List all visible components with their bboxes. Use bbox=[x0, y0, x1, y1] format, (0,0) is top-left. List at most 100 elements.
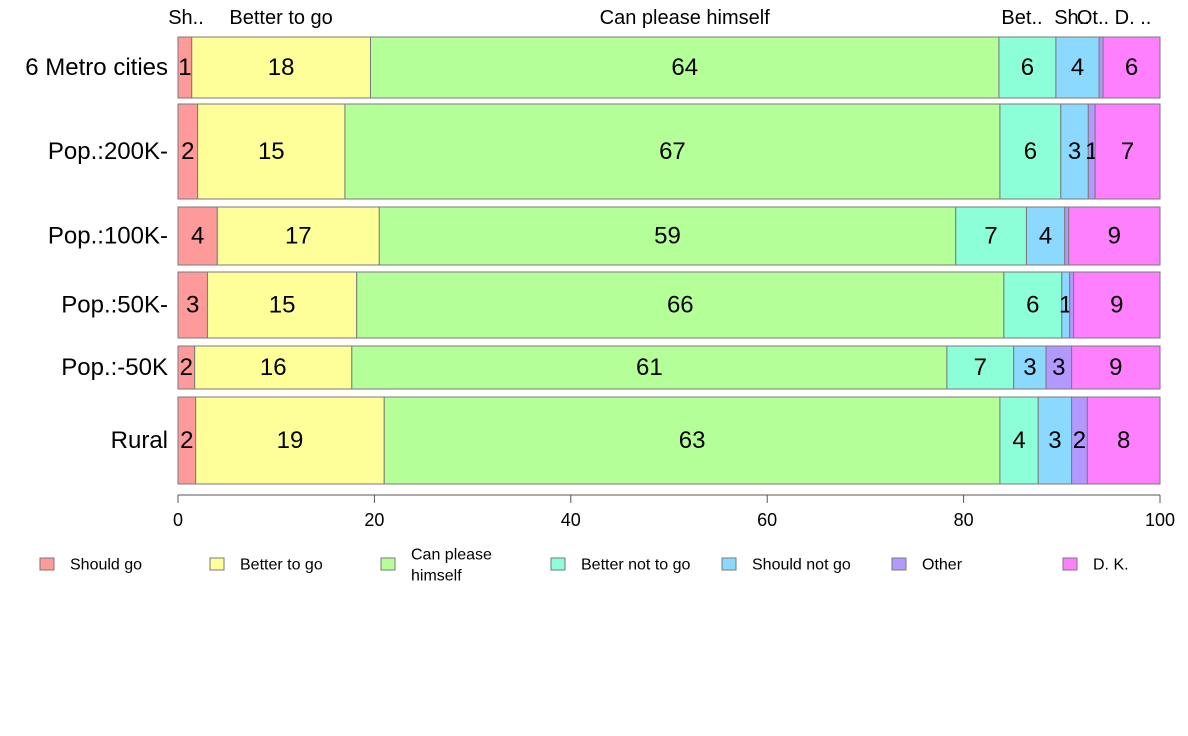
bar-segment bbox=[191, 36, 371, 99]
x-tick-label: 100 bbox=[1145, 510, 1175, 530]
bar-segment bbox=[383, 396, 1001, 485]
data-label: 8 bbox=[1117, 427, 1130, 454]
legend-swatch bbox=[721, 557, 737, 571]
bar-segment bbox=[1037, 396, 1073, 485]
data-label: 19 bbox=[277, 427, 304, 454]
bars: 1 18 64 6 4 62 15 67 6 3 1 74 17 59 7 4 93 15 66 6 1 92 16 61 7 3… bbox=[177, 36, 1161, 485]
legend-swatch bbox=[380, 557, 396, 571]
data-label: 4 bbox=[191, 223, 204, 250]
data-label: 59 bbox=[654, 223, 681, 250]
data-label: 4 bbox=[1071, 54, 1084, 81]
column-header-label: Bet.. bbox=[1001, 7, 1042, 29]
x-tick-label: 60 bbox=[757, 510, 777, 530]
column-header-labels: Sh.. Better to go Can please himself Bet.. S… bbox=[168, 7, 1151, 29]
legend-label: Better to go bbox=[240, 557, 323, 574]
row-label: 6 Metro cities bbox=[25, 54, 168, 81]
bar-segment bbox=[1086, 396, 1161, 485]
data-label: 16 bbox=[260, 354, 287, 381]
row-label: Pop.:100K- bbox=[48, 223, 168, 250]
bar-segment bbox=[1055, 36, 1100, 99]
row-label: Pop.:-50K bbox=[61, 354, 168, 381]
legend: Should go Better to go Can please himself Be… bbox=[39, 547, 1129, 585]
data-label: 6 bbox=[1021, 54, 1034, 81]
data-label: 6 bbox=[1125, 54, 1138, 81]
legend-label: Other bbox=[922, 557, 963, 574]
bar-segment bbox=[351, 345, 948, 390]
bar-segment bbox=[946, 345, 1015, 390]
bar-segment bbox=[1098, 36, 1104, 99]
data-label: 15 bbox=[269, 292, 296, 319]
data-label: 3 bbox=[1048, 427, 1061, 454]
bar-segment bbox=[955, 206, 1027, 266]
bar-segment bbox=[1064, 206, 1070, 266]
row-label: Rural bbox=[111, 427, 168, 454]
legend-swatch bbox=[1062, 557, 1078, 571]
data-label: 63 bbox=[679, 427, 706, 454]
data-label: 6 bbox=[1026, 292, 1039, 319]
bar-segment bbox=[197, 103, 346, 200]
bar-segment bbox=[1069, 271, 1075, 339]
data-label: 2 bbox=[180, 427, 193, 454]
column-header-label: Can please himself bbox=[600, 7, 771, 29]
bar-segment bbox=[999, 103, 1062, 200]
data-label: 7 bbox=[974, 354, 987, 381]
data-label: 3 bbox=[1023, 354, 1036, 381]
data-label: 9 bbox=[1108, 223, 1121, 250]
data-label: 66 bbox=[667, 292, 694, 319]
bar-segment bbox=[1003, 271, 1063, 339]
legend-swatch bbox=[891, 557, 907, 571]
data-label: 18 bbox=[268, 54, 295, 81]
legend-label: D. K. bbox=[1093, 557, 1129, 574]
row-labels: 6 Metro cities Pop.:200K- Pop.:100K- Pop.:5… bbox=[25, 54, 168, 454]
legend-swatch bbox=[209, 557, 225, 571]
column-header-label: D. .. bbox=[1115, 7, 1152, 29]
legend-label: Can please bbox=[411, 547, 492, 564]
legend-label: Should not go bbox=[752, 557, 851, 574]
bar-segment bbox=[216, 206, 380, 266]
bar-segment bbox=[1102, 36, 1161, 99]
data-label: 4 bbox=[1039, 223, 1052, 250]
data-label: 4 bbox=[1012, 427, 1025, 454]
data-label: 2 bbox=[180, 354, 193, 381]
bar-segment bbox=[177, 271, 208, 339]
data-label: 67 bbox=[659, 138, 686, 165]
x-axis: 0 20 40 60 80 100 bbox=[173, 494, 1175, 530]
x-tick-label: 0 bbox=[173, 510, 183, 530]
data-label: 3 bbox=[1068, 138, 1081, 165]
column-header-label: Sh.. bbox=[1054, 7, 1090, 29]
data-label: 9 bbox=[1110, 292, 1123, 319]
column-header-label: Better to go bbox=[229, 7, 332, 29]
bar-segment bbox=[1025, 206, 1066, 266]
legend-label: Better not to go bbox=[581, 557, 691, 574]
data-label: 2 bbox=[1073, 427, 1086, 454]
x-tick-label: 40 bbox=[561, 510, 581, 530]
legend-label: Should go bbox=[70, 557, 142, 574]
row-label: Pop.:50K- bbox=[61, 292, 168, 319]
data-label: 1 bbox=[178, 54, 191, 81]
data-label: 15 bbox=[258, 138, 285, 165]
data-label: 7 bbox=[984, 223, 997, 250]
row-label: Pop.:200K- bbox=[48, 138, 168, 165]
bar-segment bbox=[206, 271, 358, 339]
data-label: 17 bbox=[285, 223, 312, 250]
data-label: 1 bbox=[1059, 292, 1072, 319]
bar-segment bbox=[1071, 345, 1161, 390]
x-tick-label: 80 bbox=[954, 510, 974, 530]
bar-segment bbox=[998, 36, 1057, 99]
legend-swatch bbox=[39, 557, 55, 571]
data-label: 7 bbox=[1121, 138, 1134, 165]
data-label: 2 bbox=[181, 138, 194, 165]
data-label: 61 bbox=[636, 354, 663, 381]
x-tick-label: 20 bbox=[364, 510, 384, 530]
legend-label: himself bbox=[411, 568, 462, 585]
bar-segment bbox=[1068, 206, 1161, 266]
bar-segment bbox=[1073, 271, 1161, 339]
column-header-label: Sh.. bbox=[168, 7, 204, 29]
column-header-label: Ot.. bbox=[1077, 7, 1109, 29]
data-label: 3 bbox=[186, 292, 199, 319]
data-label: 3 bbox=[1052, 354, 1065, 381]
data-label: 9 bbox=[1109, 354, 1122, 381]
bar-segment bbox=[177, 206, 218, 266]
data-label: 6 bbox=[1024, 138, 1037, 165]
